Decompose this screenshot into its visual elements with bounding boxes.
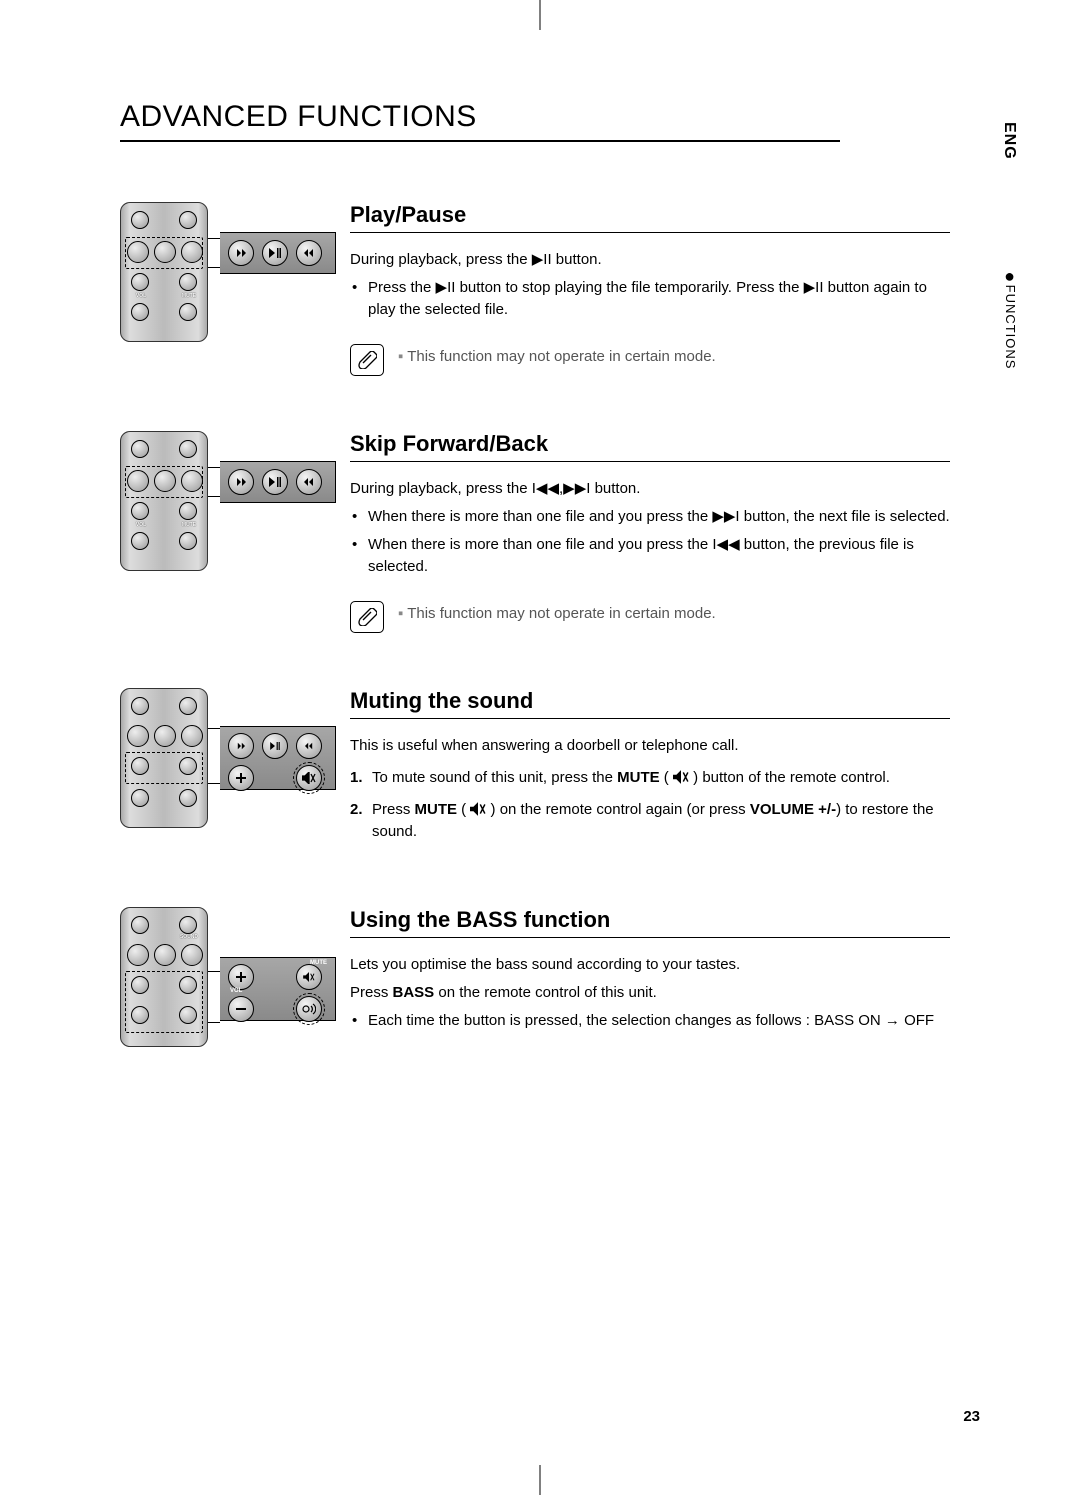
mute-icon — [673, 770, 689, 784]
mute-icon — [296, 964, 322, 990]
crop-mark-top — [540, 0, 541, 30]
prev-icon — [228, 469, 254, 495]
callout-panel — [220, 232, 336, 274]
callout-panel — [220, 726, 336, 790]
text: To mute sound of this unit, press the — [372, 769, 617, 786]
plus-icon — [228, 765, 254, 791]
remote-body: VOL MUTE — [120, 202, 208, 342]
page-number: 23 — [963, 1408, 980, 1425]
callout-panel: MUTE VOL — [220, 957, 336, 1021]
section-bass: SOUND MUTE VOL Using the BASS function L… — [120, 907, 990, 1047]
section-breadcrumb: ● FUNCTIONS — [1003, 280, 1018, 369]
bullet-item: When there is more than one file and you… — [350, 506, 950, 528]
heading-skip: Skip Forward/Back — [350, 431, 950, 462]
heading-bass: Using the BASS function — [350, 907, 950, 938]
intro-text: Lets you optimise the bass sound accordi… — [350, 954, 950, 976]
intro-text: During playback, press the ▶II button. — [350, 249, 950, 271]
section-mute: Muting the sound This is useful when ans… — [120, 688, 990, 852]
mute-label: MUTE — [415, 801, 458, 818]
play-pause-icon — [262, 240, 288, 266]
text: on the remote control of this unit. — [434, 984, 657, 1001]
section-skip: VOL MUTE Skip Forward/Back — [120, 431, 990, 633]
step-item: 1. To mute sound of this unit, press the… — [350, 767, 950, 789]
heading-mute: Muting the sound — [350, 688, 950, 719]
remote-illustration — [120, 688, 350, 828]
bullet-item: When there is more than one file and you… — [350, 534, 950, 578]
note-icon — [350, 601, 384, 633]
remote-body: VOL MUTE — [120, 431, 208, 571]
note-text: This function may not operate in certain… — [398, 344, 716, 365]
callout-panel — [220, 461, 336, 503]
intro-text: This is useful when answering a doorbell… — [350, 735, 950, 757]
bass-label: BASS — [393, 984, 435, 1001]
next-icon — [296, 469, 322, 495]
crop-mark-bottom — [540, 1465, 541, 1495]
intro-text: During playback, press the I◀◀,▶▶I butto… — [350, 478, 950, 500]
remote-body — [120, 688, 208, 828]
prev-icon — [228, 733, 254, 759]
minus-icon — [228, 996, 254, 1022]
mute-icon — [296, 765, 322, 791]
section-play-pause: VOL MUTE Play/Pause — [120, 202, 990, 376]
mute-label: MUTE — [617, 769, 660, 786]
step-item: 2. Press MUTE ( ) on the remote control … — [350, 799, 950, 843]
text: ) button of the remote control. — [693, 769, 890, 786]
volume-label: VOLUME +/- — [750, 801, 836, 818]
bullet-item: Each time the button is pressed, the sel… — [350, 1010, 950, 1032]
note: This function may not operate in certain… — [350, 344, 950, 376]
remote-body: SOUND — [120, 907, 208, 1047]
prev-icon — [228, 240, 254, 266]
mute-icon — [470, 802, 486, 816]
bass-icon — [296, 996, 322, 1022]
note: This function may not operate in certain… — [350, 601, 950, 633]
page: ADVANCED FUNCTIONS ENG ● FUNCTIONS VOL M… — [0, 0, 1080, 1495]
text: ) on the remote control again (or press — [491, 801, 750, 818]
lang-tab: ENG — [1000, 122, 1018, 160]
text: Press — [372, 801, 415, 818]
note-text: This function may not operate in certain… — [398, 601, 716, 622]
breadcrumb-label: FUNCTIONS — [1003, 285, 1018, 370]
text: Press — [350, 984, 393, 1001]
play-pause-icon — [262, 733, 288, 759]
next-icon — [296, 240, 322, 266]
heading-play-pause: Play/Pause — [350, 202, 950, 233]
note-icon — [350, 344, 384, 376]
play-pause-icon — [262, 469, 288, 495]
remote-illustration: VOL MUTE — [120, 431, 350, 571]
body-text: Press BASS on the remote control of this… — [350, 982, 950, 1004]
page-title: ADVANCED FUNCTIONS — [120, 100, 840, 142]
next-icon — [296, 733, 322, 759]
plus-icon — [228, 964, 254, 990]
bullet-item: Press the ▶II button to stop playing the… — [350, 277, 950, 321]
remote-illustration: SOUND MUTE VOL — [120, 907, 350, 1047]
remote-illustration: VOL MUTE — [120, 202, 350, 342]
